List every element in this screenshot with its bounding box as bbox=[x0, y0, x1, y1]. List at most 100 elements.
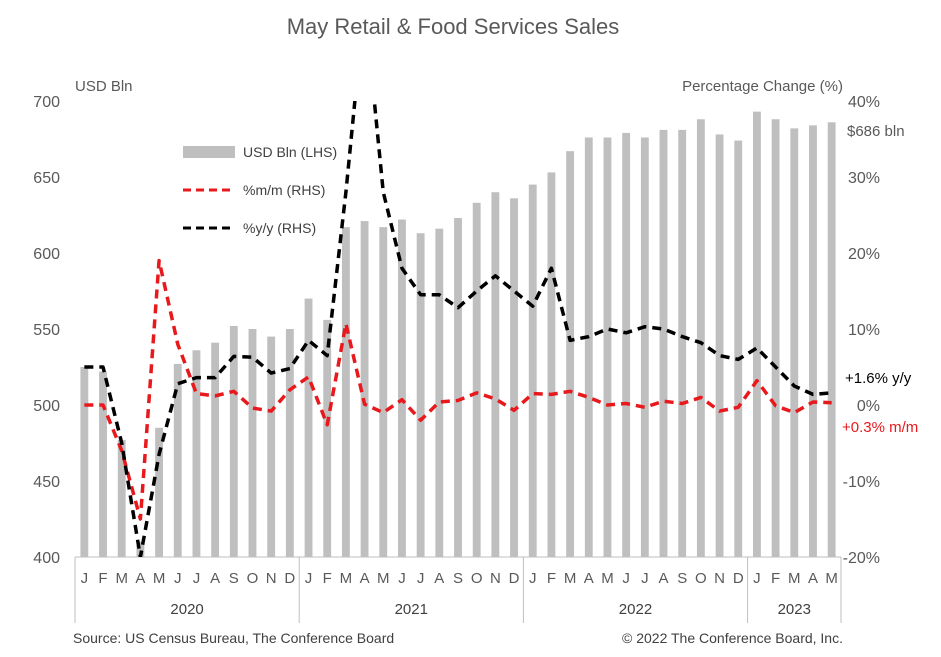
mom-point-23 bbox=[513, 410, 514, 411]
month-label: M bbox=[564, 570, 577, 587]
month-label: M bbox=[115, 570, 128, 587]
mom-point-33 bbox=[700, 397, 701, 398]
bar-31 bbox=[659, 129, 668, 557]
yoy-point-36 bbox=[756, 347, 757, 348]
yoy-point-28 bbox=[607, 328, 608, 329]
month-label: D bbox=[509, 570, 520, 587]
bar-9 bbox=[248, 329, 257, 557]
mom-line bbox=[84, 258, 832, 521]
bar-38 bbox=[790, 128, 799, 558]
bar-21 bbox=[472, 202, 481, 557]
mom-point-40 bbox=[831, 402, 832, 403]
bar-34 bbox=[715, 134, 724, 557]
bar-28 bbox=[603, 137, 612, 558]
mom-point-32 bbox=[682, 403, 683, 404]
month-label: D bbox=[284, 570, 295, 587]
mom-point-9 bbox=[252, 407, 253, 408]
mom-point-36 bbox=[756, 380, 757, 381]
yoy-point-27 bbox=[588, 336, 589, 337]
left-tick-label: 700 bbox=[33, 94, 60, 111]
left-tick-label: 650 bbox=[33, 170, 60, 187]
month-label: F bbox=[547, 570, 556, 587]
month-label: J bbox=[193, 570, 201, 587]
bar-25 bbox=[547, 172, 556, 557]
bar-5 bbox=[173, 363, 182, 557]
mom-point-14 bbox=[345, 323, 346, 324]
legend-swatch-bars bbox=[183, 146, 235, 158]
month-label: O bbox=[695, 570, 707, 587]
bar-16 bbox=[379, 227, 388, 557]
yoy-point-15 bbox=[364, 2, 365, 3]
yoy-point-8 bbox=[233, 356, 234, 357]
bar-19 bbox=[435, 228, 444, 557]
mom-point-5 bbox=[177, 344, 178, 345]
month-label: J bbox=[622, 570, 630, 587]
mom-point-25 bbox=[551, 394, 552, 395]
month-label: M bbox=[788, 570, 801, 587]
yoy-point-9 bbox=[252, 357, 253, 358]
bar-7 bbox=[211, 342, 220, 557]
yoy-point-1 bbox=[102, 366, 103, 367]
month-label: F bbox=[98, 570, 107, 587]
month-label: J bbox=[305, 570, 313, 587]
yoy-point-0 bbox=[84, 366, 85, 367]
yoy-point-25 bbox=[551, 268, 552, 269]
month-label: F bbox=[323, 570, 332, 587]
bar-3 bbox=[136, 541, 145, 557]
legend-label-mom: %m/m (RHS) bbox=[243, 182, 325, 198]
right-tick-label: 0% bbox=[857, 398, 880, 415]
axes-layer bbox=[74, 556, 842, 623]
yoy-point-2 bbox=[121, 442, 122, 443]
month-label: M bbox=[377, 570, 390, 587]
yoy-point-39 bbox=[812, 394, 813, 395]
mom-point-4 bbox=[158, 260, 159, 261]
month-label: J bbox=[398, 570, 406, 587]
mom-point-28 bbox=[607, 404, 608, 405]
left-tick-label: 450 bbox=[33, 474, 60, 491]
mom-point-38 bbox=[794, 412, 795, 413]
month-label: D bbox=[733, 570, 744, 587]
bar-6 bbox=[192, 350, 201, 557]
bar-26 bbox=[566, 151, 575, 557]
mom-point-10 bbox=[271, 410, 272, 411]
mom-point-20 bbox=[457, 400, 458, 401]
bar-32 bbox=[678, 129, 687, 557]
yoy-point-6 bbox=[196, 377, 197, 378]
mom-point-2 bbox=[121, 450, 122, 451]
bar-27 bbox=[584, 137, 593, 558]
month-label: J bbox=[641, 570, 649, 587]
yoy-point-21 bbox=[476, 290, 477, 291]
mom-point-27 bbox=[588, 397, 589, 398]
annotation-yoy: +1.6% y/y bbox=[845, 370, 912, 387]
yoy-point-26 bbox=[570, 340, 571, 341]
yoy-point-11 bbox=[289, 368, 290, 369]
axis-labels-layer: 400 450 500 550 600 650 700 -20% -10% 0% 10% 20% 30%… bbox=[33, 94, 880, 618]
right-tick-label: 30% bbox=[848, 170, 880, 187]
yoy-point-31 bbox=[663, 328, 664, 329]
right-tick-label: 40% bbox=[848, 94, 880, 111]
mom-point-0 bbox=[84, 404, 85, 405]
bar-20 bbox=[454, 218, 462, 558]
yoy-point-5 bbox=[177, 383, 178, 384]
bar-22 bbox=[491, 192, 500, 557]
mom-point-3 bbox=[140, 518, 141, 519]
bar-12 bbox=[304, 298, 313, 557]
bar-30 bbox=[640, 137, 649, 558]
mom-point-7 bbox=[215, 395, 216, 396]
legend: USD Bln (LHS) %m/m (RHS) %y/y (RHS) bbox=[183, 144, 337, 236]
bar-40 bbox=[827, 122, 836, 557]
month-label: A bbox=[808, 570, 818, 587]
mom-point-17 bbox=[401, 399, 402, 400]
bar-8 bbox=[229, 325, 238, 557]
yoy-point-13 bbox=[327, 355, 328, 356]
left-tick-label: 600 bbox=[33, 246, 60, 263]
month-label: A bbox=[360, 570, 370, 587]
mom-point-13 bbox=[327, 424, 328, 425]
bar-29 bbox=[622, 132, 631, 558]
mom-point-11 bbox=[289, 389, 290, 390]
lines-layer bbox=[84, 2, 832, 557]
mom-point-12 bbox=[308, 376, 309, 377]
chart-title: May Retail & Food Services Sales bbox=[287, 14, 620, 39]
